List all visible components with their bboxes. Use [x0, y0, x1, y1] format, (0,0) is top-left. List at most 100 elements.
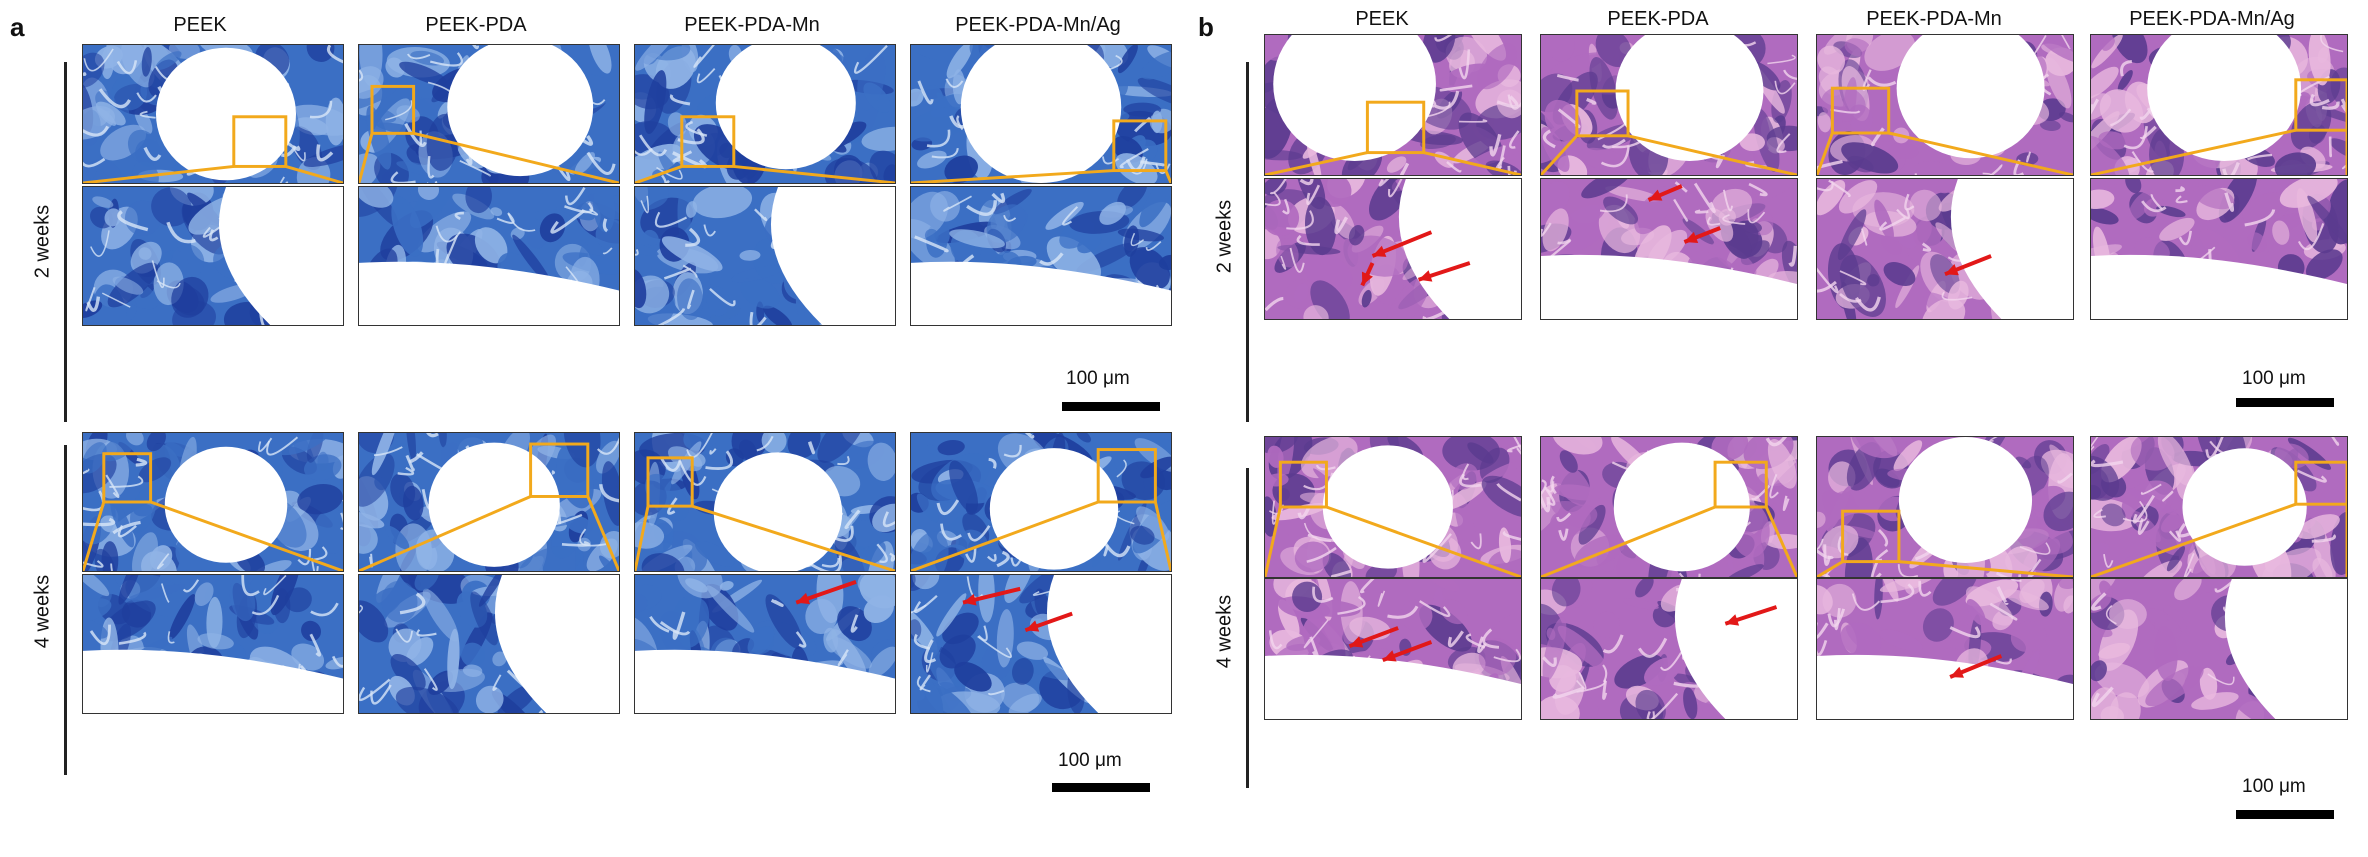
implant-region [494, 575, 619, 713]
implant-hole [1273, 35, 1436, 161]
panel-a-zoom-r1-c3 [634, 186, 896, 326]
zoom-box [680, 115, 736, 168]
panel-b-scale-label-top: 100 μm [2242, 368, 2306, 389]
implant-hole [2182, 448, 2307, 566]
red-arrow-head [1361, 271, 1373, 286]
panel-a-scale-label-bottom: 100 μm [1058, 750, 1122, 771]
implant-region [1817, 654, 2073, 719]
panel-a-overview-r2-c1 [82, 432, 344, 572]
red-arrow-head [1418, 270, 1433, 282]
implant-hole [428, 442, 560, 567]
implant-hole [2147, 35, 2302, 161]
panel-b-overview-r1-c2 [1540, 34, 1798, 176]
red-arrow-head [1349, 636, 1364, 648]
panel-a-overview-r2-c2 [358, 432, 620, 572]
panel-a-zoom-r1-c1 [82, 186, 344, 326]
zoom-box [370, 84, 416, 135]
implant-region [635, 649, 895, 713]
implant-region [2091, 254, 2347, 319]
panel-a-row-4weeks: 4 weeks [31, 574, 54, 649]
panel-b-letter: b [1198, 12, 1214, 42]
panel-a-zoom-r1-c4 [910, 186, 1172, 326]
implant-region [1950, 179, 2073, 319]
panel-a-overview-r2-c4 [910, 432, 1172, 572]
panel-b-col-peek-pda-mn: PEEK-PDA-Mn [1866, 8, 2002, 30]
red-arrow-head [1382, 650, 1397, 662]
panel-b-overview-r1-c3 [1816, 34, 2074, 176]
zoom-box [529, 442, 590, 498]
panel-b-row-2weeks: 2 weeks [1213, 199, 1236, 274]
zoom-box [1365, 100, 1426, 155]
implant-hole [164, 446, 288, 563]
implant-hole [447, 45, 594, 177]
zoom-box [232, 115, 288, 168]
panel-a-zoom-r2-c4 [910, 574, 1172, 714]
panel-b-zoom-r2-c1 [1264, 578, 1522, 720]
implant-region [1265, 654, 1521, 719]
zoom-box [1830, 86, 1891, 135]
implant-region [911, 261, 1171, 325]
implant-hole [1615, 35, 1764, 161]
panel-a-zoom-r2-c2 [358, 574, 620, 714]
panel-a-overview-r1-c4 [910, 44, 1172, 184]
panel-b-overview-r1-c4 [2090, 34, 2348, 176]
implant-hole [1896, 35, 2045, 159]
implant-hole [155, 47, 297, 181]
red-arrow-head [1945, 264, 1959, 276]
panel-b-row-4weeks: 4 weeks [1213, 594, 1236, 669]
panel-a-overview-r1-c1 [82, 44, 344, 184]
panel-b-overview-r2-c3 [1816, 436, 2074, 578]
red-arrow-head [1950, 666, 1964, 678]
implant-region [359, 261, 619, 325]
panel-a-scalebar-bottom [1052, 783, 1150, 792]
implant-region [770, 187, 895, 325]
red-arrow-head [1372, 245, 1387, 257]
panel-a-col-peek-pda: PEEK-PDA [425, 14, 527, 36]
panel-a-zoom-r2-c3 [634, 574, 896, 714]
zoom-box [1575, 89, 1630, 138]
red-arrow-head [1648, 189, 1663, 201]
implant-hole [989, 448, 1119, 570]
panel-a-row1-line [64, 62, 67, 422]
zoom-box [102, 452, 153, 504]
panel-a-zoom-r2-c1 [82, 574, 344, 714]
panel-b-row1-line [1246, 62, 1249, 422]
panel-b-zoom-r1-c2 [1540, 178, 1798, 320]
panel-b-scalebar-bottom [2236, 810, 2334, 819]
panel-b-row2-line [1246, 468, 1249, 788]
panel-b-col-peek-pda: PEEK-PDA [1607, 8, 1709, 30]
zoom-box [1096, 448, 1157, 504]
implant-region [1398, 179, 1521, 319]
implant-region [1046, 575, 1171, 713]
implant-region [83, 649, 343, 713]
implant-region [218, 187, 343, 325]
zoom-box [646, 456, 694, 508]
implant-hole [715, 45, 856, 170]
panel-b-zoom-r1-c3 [1816, 178, 2074, 320]
panel-a-row2-line [64, 445, 67, 775]
panel-b-scalebar-top [2236, 398, 2334, 407]
red-arrow-head [796, 592, 811, 605]
panel-a-row-2weeks: 2 weeks [31, 204, 54, 279]
panel-b-zoom-r1-c1 [1264, 178, 1522, 320]
red-arrow-head [1025, 620, 1040, 632]
panel-a-letter: a [10, 12, 25, 42]
panel-a-col-peek-pda-mn: PEEK-PDA-Mn [684, 14, 820, 36]
panel-b-overview-r2-c4 [2090, 436, 2348, 578]
panel-b-zoom-r2-c4 [2090, 578, 2348, 720]
panel-a-col-peek-pda-mn-ag: PEEK-PDA-Mn/Ag [955, 14, 1121, 36]
red-arrow-head [1684, 231, 1699, 244]
implant-region [1541, 254, 1797, 319]
zoom-box [1112, 119, 1168, 173]
implant-hole [1898, 437, 2033, 563]
zoom-box [1841, 509, 1901, 564]
panel-b-overview-r1-c1 [1264, 34, 1522, 176]
panel-b-zoom-r1-c4 [2090, 178, 2348, 320]
red-arrow-head [963, 593, 977, 606]
panel-a-overview-r1-c2 [358, 44, 620, 184]
panel-a-zoom-r1-c2 [358, 186, 620, 326]
panel-b-overview-r2-c1 [1264, 436, 1522, 578]
implant-hole [713, 452, 843, 571]
panel-b-overview-r2-c2 [1540, 436, 1798, 578]
panel-b-zoom-r2-c2 [1540, 578, 1798, 720]
